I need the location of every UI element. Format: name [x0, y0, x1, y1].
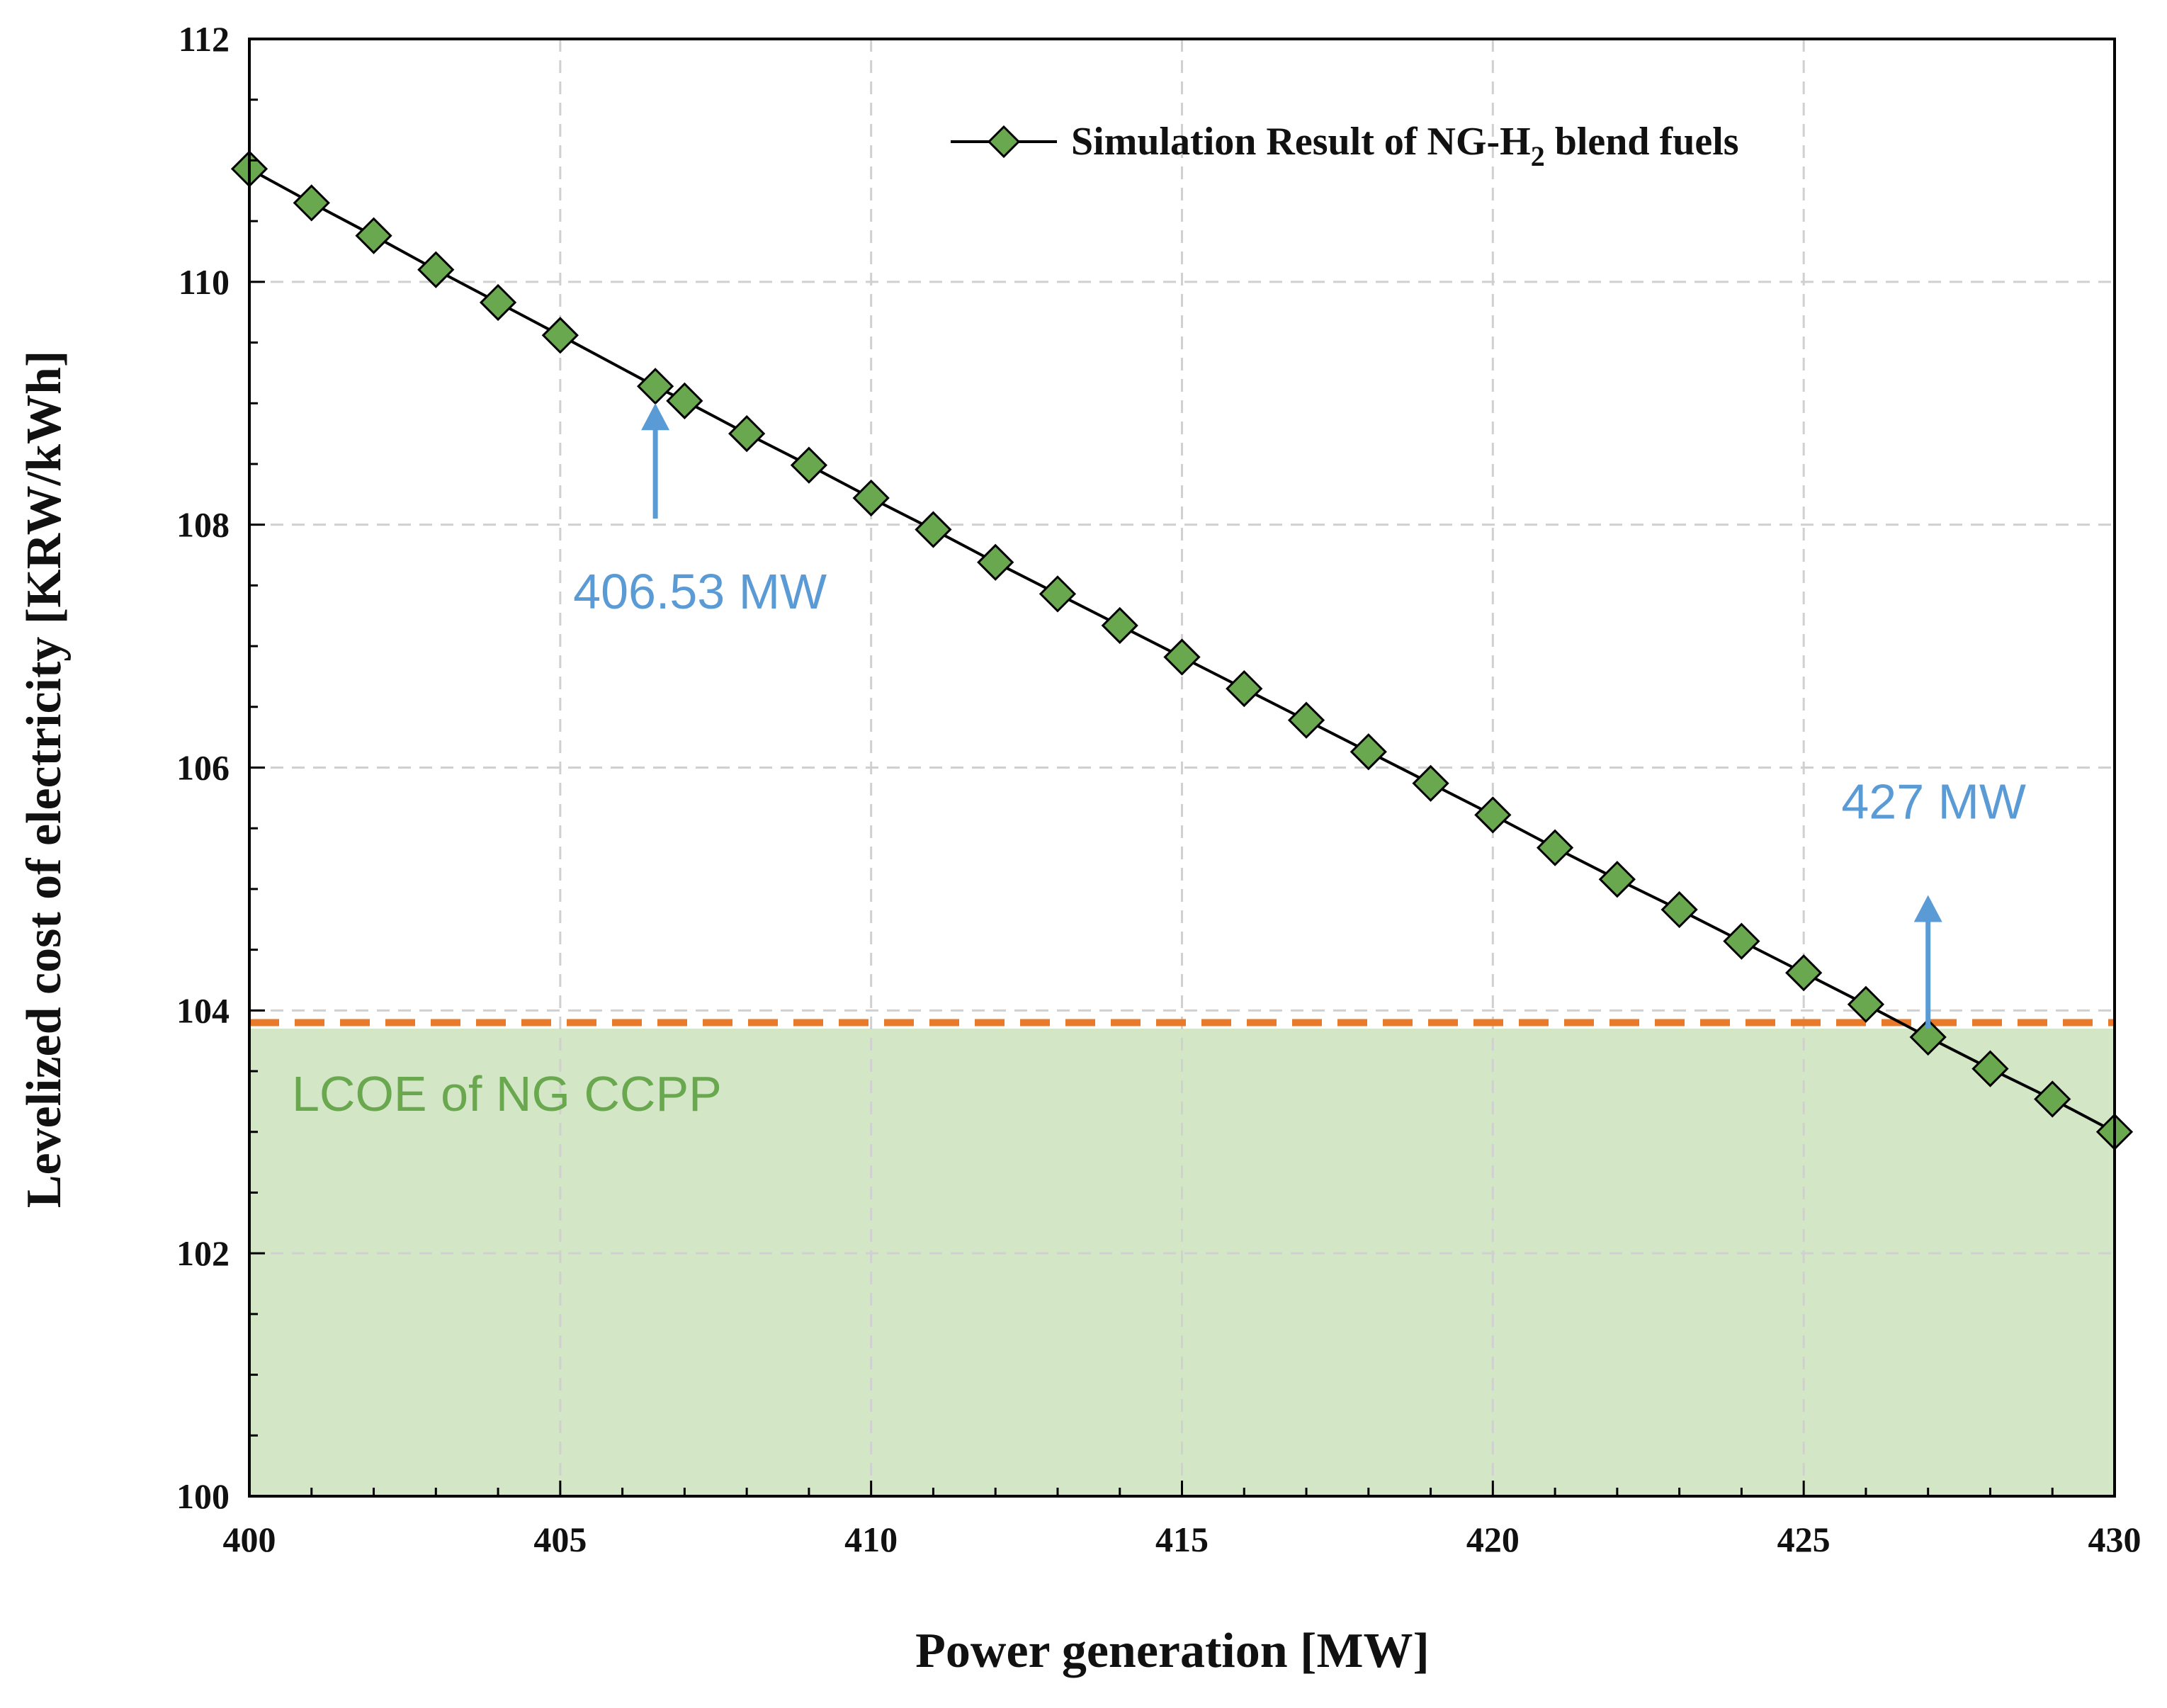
annotation-arrow-head	[641, 403, 670, 431]
x-tick-label: 425	[1777, 1520, 1831, 1559]
data-point	[977, 543, 1014, 581]
data-point	[1101, 606, 1138, 645]
y-tick-label: 112	[179, 19, 230, 59]
data-point	[1039, 575, 1077, 613]
data-point	[417, 251, 455, 288]
data-point	[1971, 1050, 2009, 1087]
y-tick-label: 108	[176, 505, 230, 545]
data-point	[293, 184, 330, 222]
data-point	[1660, 890, 1698, 929]
data-point	[355, 217, 392, 254]
y-tick-label: 100	[176, 1476, 230, 1516]
data-point	[1785, 954, 1823, 992]
x-axis-title: Power generation [MW]	[915, 1624, 1430, 1678]
grid	[249, 39, 2115, 1496]
data-point	[636, 368, 674, 405]
data-point	[915, 511, 952, 548]
data-point	[1412, 764, 1449, 802]
data-point	[1287, 701, 1325, 739]
axes	[248, 38, 2116, 1498]
plot-frame	[248, 38, 2116, 1498]
data-point	[1598, 861, 1636, 898]
data-point	[1163, 638, 1201, 676]
x-tick-label: 415	[1155, 1520, 1209, 1559]
data-point	[1350, 733, 1387, 771]
y-tick-label: 106	[176, 748, 230, 788]
x-tick-label: 400	[223, 1520, 276, 1559]
annotation-label: 427 MW	[1841, 774, 2026, 829]
y-tick-label: 102	[176, 1233, 230, 1273]
legend-label-main: Simulation Result of NG-H	[1071, 120, 1531, 164]
y-tick-label: 110	[179, 262, 230, 302]
legend-label-rest: blend fuels	[1545, 120, 1739, 164]
legend-marker-swatch	[987, 125, 1021, 159]
data-point	[1723, 922, 1760, 960]
data-point	[1847, 985, 1885, 1023]
x-tick-label: 430	[2088, 1520, 2141, 1559]
data-point	[479, 283, 517, 322]
series-layer	[230, 150, 2134, 1150]
x-tick-label: 420	[1466, 1520, 1520, 1559]
data-point	[1909, 1018, 1947, 1056]
data-point	[2034, 1080, 2071, 1118]
legend: Simulation Result of NG-H2 blend fuels	[951, 120, 1739, 172]
y-axis-title: Levelized cost of electricity [KRW/kWh]	[17, 351, 72, 1209]
x-tick-label: 405	[533, 1520, 587, 1559]
data-point	[790, 446, 828, 484]
shaded-region-label: LCOE of NG CCPP	[292, 1066, 722, 1121]
data-point	[541, 317, 579, 354]
data-point	[1226, 669, 1263, 708]
y-tick-label: 104	[176, 990, 230, 1030]
x-tick-label: 410	[844, 1520, 898, 1559]
tick-labels: 400 405 410 415 420 425 430 100 102 104 106 108 110 1…	[176, 19, 2141, 1559]
legend-label: Simulation Result of NG-H2 blend fuels	[1071, 120, 1739, 172]
legend-label-subscript: 2	[1531, 140, 1545, 172]
data-point	[1474, 796, 1512, 834]
annotation-label: 406.53 MW	[573, 564, 827, 619]
data-point	[1536, 829, 1574, 866]
data-point	[852, 479, 890, 517]
annotation-arrow-head	[1913, 895, 1942, 922]
data-point	[728, 414, 766, 453]
data-point	[666, 382, 703, 419]
annotations: 406.53 MW 427 MW	[573, 403, 2026, 1029]
